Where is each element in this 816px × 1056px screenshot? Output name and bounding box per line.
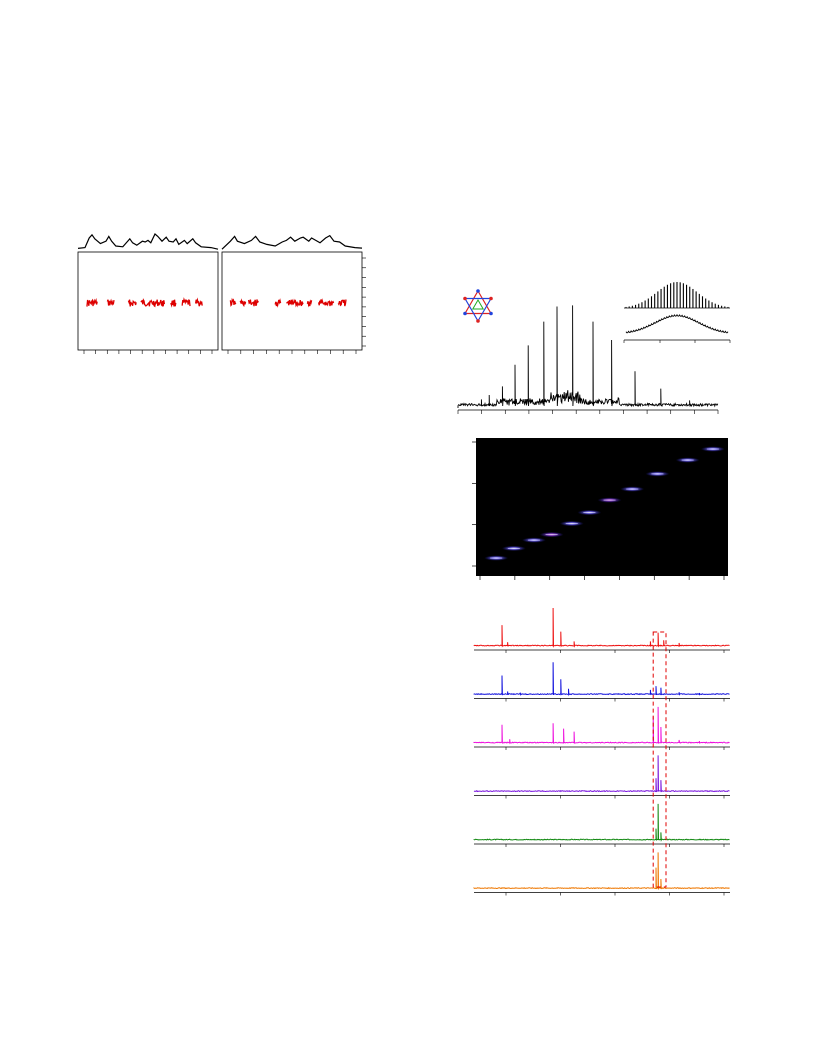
inset-envelope-trace xyxy=(626,315,728,333)
heatmap-figure xyxy=(466,434,734,584)
red-cluster xyxy=(107,300,114,306)
red-cluster xyxy=(170,300,175,307)
mass-spectrum xyxy=(458,305,718,414)
star-of-david-molecule-icon xyxy=(463,289,493,323)
trace-3 xyxy=(474,707,730,743)
spectrum-x-ticks xyxy=(458,410,718,414)
panel-a-ticks xyxy=(84,350,212,354)
red-cluster xyxy=(141,300,164,307)
red-cluster xyxy=(249,300,259,307)
red-cluster xyxy=(275,300,280,306)
panel-b-clusters xyxy=(230,300,346,307)
stacked-traces-figure xyxy=(470,602,736,898)
trace-1 xyxy=(474,608,730,646)
trace-2 xyxy=(474,662,730,694)
dashed-highlight-box xyxy=(653,632,666,887)
spectrum-figure xyxy=(452,270,742,420)
red-cluster xyxy=(338,300,346,307)
trace-4 xyxy=(474,755,730,791)
red-cluster xyxy=(240,301,245,306)
trace-5 xyxy=(474,804,730,840)
red-cluster xyxy=(182,300,190,307)
red-cluster xyxy=(230,300,235,305)
isotope-inset xyxy=(624,282,730,343)
red-cluster xyxy=(86,300,97,306)
red-cluster xyxy=(128,300,136,307)
panel-a xyxy=(78,234,218,354)
red-cluster xyxy=(307,300,311,306)
panel-a-clusters xyxy=(86,300,202,307)
panel-b xyxy=(222,236,366,354)
red-cluster xyxy=(319,300,334,307)
stacked-traces xyxy=(474,608,730,896)
left-figure xyxy=(74,230,374,358)
spectrum-trace xyxy=(458,305,718,408)
red-cluster xyxy=(286,300,303,306)
panel-a-trace xyxy=(78,234,218,249)
red-cluster xyxy=(196,300,203,307)
trace-6 xyxy=(474,852,730,888)
panel-b-trace xyxy=(222,236,362,250)
inset-comb-peaks xyxy=(624,282,730,308)
